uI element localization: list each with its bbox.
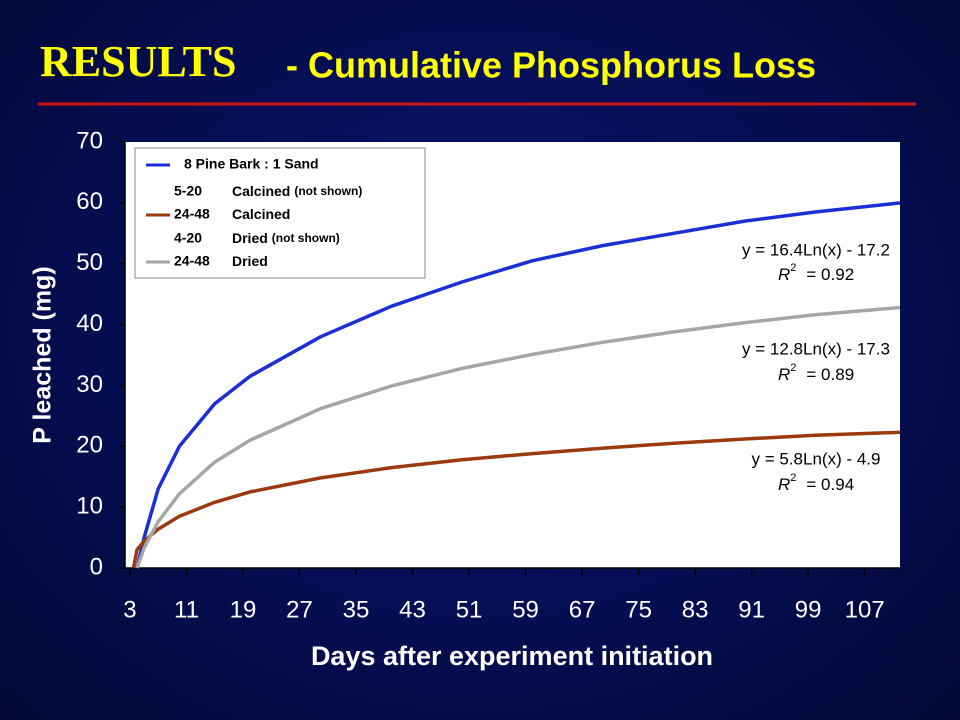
- x-axis-title: Days after experiment initiation: [311, 641, 713, 671]
- trend-equation: y = 16.4Ln(x) - 17.2: [742, 240, 890, 259]
- x-tick-label: 83: [682, 596, 709, 623]
- legend-label: Calcined (not shown): [232, 183, 362, 199]
- r-symbol: R: [778, 475, 790, 494]
- r-exponent: 2: [790, 262, 796, 274]
- series-line: [135, 201, 901, 569]
- x-tick-label: 43: [399, 596, 426, 623]
- x-tick-label: 107: [845, 596, 885, 623]
- y-tick-label: 0: [90, 553, 103, 580]
- x-tick-label: 3: [123, 596, 136, 623]
- legend-label: Dried (not shown): [232, 230, 340, 246]
- trend-equation: y = 12.8Ln(x) - 17.3: [742, 339, 890, 358]
- legend-code: 4-20: [174, 230, 202, 246]
- title-rest: - Cumulative Phosphorus Loss: [276, 45, 816, 86]
- x-tick-label: 19: [230, 596, 257, 623]
- trend-equation: y = 5.8Ln(x) - 4.9: [752, 449, 881, 468]
- legend-code: 5-20: [174, 183, 202, 199]
- x-tick-label: 67: [569, 596, 596, 623]
- r-value: = 0.89: [806, 365, 854, 384]
- y-tick-label: 40: [76, 310, 103, 337]
- r-squared: R2 = 0.89: [778, 362, 854, 385]
- r-value: = 0.92: [806, 265, 854, 284]
- x-tick-label: 35: [343, 596, 370, 623]
- legend-label: Calcined: [232, 206, 290, 222]
- title-main: RESULTS: [40, 37, 237, 86]
- x-tick-label: 91: [738, 596, 765, 623]
- r-exponent: 2: [790, 362, 796, 374]
- y-tick-label: 70: [76, 127, 103, 154]
- r-exponent: 2: [790, 472, 796, 484]
- legend-code: 24-48: [174, 253, 210, 269]
- x-tick-label: 51: [456, 596, 483, 623]
- legend-box: [134, 147, 426, 279]
- x-tick-label: 75: [625, 596, 652, 623]
- x-tick-label: 27: [286, 596, 313, 623]
- y-tick-label: 20: [76, 432, 103, 459]
- y-tick-label: 60: [76, 188, 103, 215]
- y-axis-title: P leached (mg): [29, 266, 57, 443]
- series-line: [135, 305, 901, 569]
- x-tick-label: 99: [795, 596, 822, 623]
- r-squared: R2 = 0.92: [778, 262, 854, 285]
- legend-name: Dried: [232, 230, 268, 246]
- legend-name: Dried: [232, 253, 268, 269]
- r-squared: R2 = 0.94: [778, 472, 854, 495]
- x-tick-label: 59: [512, 596, 539, 623]
- legend-name: Calcined: [232, 206, 290, 222]
- y-tick-label: 50: [76, 249, 103, 276]
- legend-label: 8 Pine Bark : 1 Sand: [184, 156, 319, 172]
- legend-label: Dried: [232, 253, 268, 269]
- r-symbol: R: [778, 365, 790, 384]
- legend-name: Calcined: [232, 183, 290, 199]
- x-tick-label: 11: [174, 596, 199, 623]
- r-symbol: R: [778, 265, 790, 284]
- r-value: = 0.94: [806, 475, 854, 494]
- y-tick-label: 10: [76, 492, 103, 519]
- legend-note: (not shown): [272, 231, 340, 245]
- legend-code: 24-48: [174, 206, 210, 222]
- legend-note: (not shown): [294, 184, 362, 198]
- y-tick-label: 30: [76, 371, 103, 398]
